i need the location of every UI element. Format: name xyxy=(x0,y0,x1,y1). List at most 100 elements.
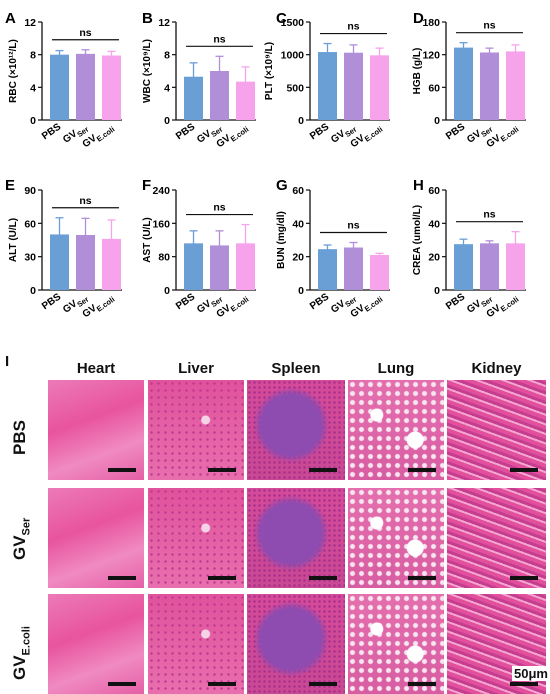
bar xyxy=(370,255,389,290)
bar xyxy=(480,243,499,290)
y-tick-label: 120 xyxy=(422,50,440,62)
scale-bar-label: 50μm xyxy=(512,666,550,681)
category-subscript: E.coli xyxy=(499,295,521,314)
column-title-heart: Heart xyxy=(76,360,116,377)
y-tick-label: 12 xyxy=(24,17,36,29)
y-tick-label: 20 xyxy=(428,252,440,264)
bar xyxy=(344,52,363,120)
scale-bar xyxy=(510,468,538,472)
histology-image-kidney-row1 xyxy=(447,380,546,480)
bar xyxy=(184,76,203,120)
bar xyxy=(76,235,95,290)
bar xyxy=(370,55,389,120)
y-tick-label: 1500 xyxy=(281,17,305,29)
scale-bar xyxy=(510,576,538,580)
histology-image-lung-row2 xyxy=(348,488,444,588)
histology-image-kidney-row2 xyxy=(447,488,546,588)
histology-image-heart-row2 xyxy=(48,488,144,588)
histology-image-spleen-row3 xyxy=(247,594,345,694)
panel-letter: C xyxy=(276,10,287,27)
scale-bar xyxy=(208,468,236,472)
category-label: PBS xyxy=(40,291,63,312)
y-tick-label: 500 xyxy=(286,82,304,94)
significance-label: ns xyxy=(483,20,495,32)
histology-image-heart-row1 xyxy=(48,380,144,480)
significance-label: ns xyxy=(213,202,225,214)
panel-letter: F xyxy=(142,177,151,194)
scale-bar xyxy=(208,576,236,580)
column-title-lung: Lung xyxy=(377,360,415,377)
bar xyxy=(506,51,525,120)
bar xyxy=(480,52,499,120)
category-label: PBS xyxy=(40,121,63,142)
category-subscript: E.coli xyxy=(363,125,385,144)
y-tick-label: 0 xyxy=(298,115,304,127)
bar xyxy=(50,234,69,290)
bar xyxy=(506,243,525,290)
scale-bar xyxy=(108,576,136,580)
category-label: PBS xyxy=(174,121,197,142)
y-tick-label: 1000 xyxy=(281,50,305,62)
y-tick-label: 0 xyxy=(298,285,304,297)
histology-image-spleen-row1 xyxy=(247,380,345,480)
y-tick-label: 60 xyxy=(292,185,304,197)
y-tick-label: 30 xyxy=(24,252,36,264)
bar xyxy=(318,249,337,290)
row-title-gv-ecoli: GVE.coli xyxy=(10,626,33,680)
scale-bar xyxy=(408,682,436,686)
scale-bar xyxy=(408,468,436,472)
y-tick-label: 0 xyxy=(434,285,440,297)
bar xyxy=(318,52,337,121)
y-tick-label: 0 xyxy=(164,115,170,127)
y-axis-label: BUN (mg/dl) xyxy=(276,211,287,269)
scale-bar xyxy=(208,682,236,686)
histology-image-liver-row3 xyxy=(148,594,244,694)
bar xyxy=(236,81,255,120)
column-title-kidney: Kidney xyxy=(471,360,522,377)
histology-image-lung-row1 xyxy=(348,380,444,480)
category-label: PBS xyxy=(308,121,331,142)
panel-letter: G xyxy=(276,177,288,194)
row-title-gv-ser: GVSer xyxy=(10,517,33,560)
histology-image-heart-row3 xyxy=(48,594,144,694)
y-tick-label: 4 xyxy=(30,82,36,94)
histology-image-lung-row3 xyxy=(348,594,444,694)
scale-bar xyxy=(510,682,538,686)
panel-letter: B xyxy=(142,10,153,27)
bar xyxy=(210,71,229,120)
bar xyxy=(76,53,95,120)
panel-letter: E xyxy=(5,177,15,194)
y-tick-label: 80 xyxy=(158,252,170,264)
y-tick-label: 4 xyxy=(164,82,170,94)
scale-bar xyxy=(309,576,337,580)
histology-image-spleen-row2 xyxy=(247,488,345,588)
y-tick-label: 8 xyxy=(164,50,170,62)
category-subscript: E.coli xyxy=(363,295,385,314)
bar xyxy=(50,54,69,120)
bar xyxy=(236,243,255,290)
y-tick-label: 8 xyxy=(30,50,36,62)
y-tick-label: 40 xyxy=(428,218,440,230)
bar xyxy=(102,55,121,120)
category-subscript: E.coli xyxy=(499,125,521,144)
significance-label: ns xyxy=(79,27,91,39)
y-axis-label: WBC (×10⁹/L) xyxy=(142,39,153,103)
significance-label: ns xyxy=(347,220,359,232)
column-title-liver: Liver xyxy=(178,360,214,377)
panel-letter: A xyxy=(5,10,16,27)
category-label: PBS xyxy=(444,121,467,142)
scale-bar xyxy=(108,468,136,472)
y-axis-label: AST (U/L) xyxy=(142,217,153,263)
significance-label: ns xyxy=(483,209,495,221)
category-subscript: E.coli xyxy=(95,295,117,314)
y-tick-label: 60 xyxy=(428,185,440,197)
significance-label: ns xyxy=(347,21,359,33)
